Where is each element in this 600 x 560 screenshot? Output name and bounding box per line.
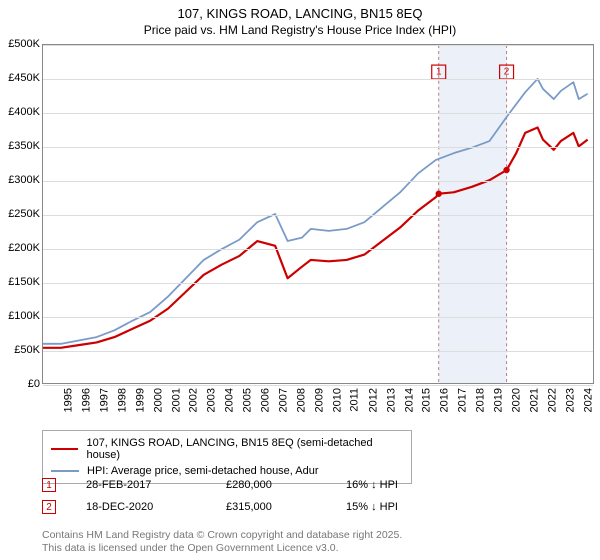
x-tick-label: 1999 — [134, 388, 146, 412]
sale-marker: 2 — [42, 500, 56, 514]
legend-label: HPI: Average price, semi-detached house,… — [87, 465, 319, 477]
chart-title-block: 107, KINGS ROAD, LANCING, BN15 8EQ Price… — [0, 0, 600, 39]
x-tick-label: 2016 — [439, 388, 451, 412]
sale-marker: 1 — [42, 478, 56, 492]
x-tick-label: 2009 — [313, 388, 325, 412]
x-tick-label: 2019 — [493, 388, 505, 412]
y-tick-label: £500K — [0, 38, 40, 50]
x-tick-label: 1998 — [116, 388, 128, 412]
footer-line1: Contains HM Land Registry data © Crown c… — [42, 529, 402, 543]
x-tick-label: 2005 — [242, 388, 254, 412]
y-tick-label: £250K — [0, 208, 40, 220]
x-tick-label: 2017 — [457, 388, 469, 412]
sale-price: £315,000 — [226, 501, 346, 513]
x-tick-label: 2010 — [331, 388, 343, 412]
svg-text:1: 1 — [436, 67, 442, 78]
x-tick-label: 2024 — [582, 388, 594, 412]
sale-delta: 15% ↓ HPI — [346, 501, 446, 513]
title-sub: Price paid vs. HM Land Registry's House … — [0, 23, 600, 37]
x-tick-label: 1995 — [62, 388, 74, 412]
x-tick-label: 2007 — [278, 388, 290, 412]
legend-item: 107, KINGS ROAD, LANCING, BN15 8EQ (semi… — [51, 435, 403, 463]
x-tick-label: 2021 — [528, 388, 540, 412]
y-tick-label: £300K — [0, 174, 40, 186]
x-tick-label: 2023 — [564, 388, 576, 412]
x-tick-label: 2015 — [421, 388, 433, 412]
footer-line2: This data is licensed under the Open Gov… — [42, 542, 402, 556]
x-tick-label: 1997 — [98, 388, 110, 412]
y-tick-label: £150K — [0, 276, 40, 288]
svg-text:2: 2 — [504, 67, 510, 78]
x-tick-label: 2013 — [385, 388, 397, 412]
x-tick-label: 1996 — [80, 388, 92, 412]
x-tick-label: 2004 — [224, 388, 236, 412]
x-axis-labels: 1995 1996 1997 1998 1999 2000 2001 2002 2003 2004… — [42, 388, 594, 426]
x-tick-label: 2001 — [170, 388, 182, 412]
x-tick-label: 2003 — [206, 388, 218, 412]
x-tick-label: 2006 — [260, 388, 272, 412]
x-tick-label: 2008 — [295, 388, 307, 412]
y-tick-label: £400K — [0, 106, 40, 118]
x-tick-label: 2000 — [152, 388, 164, 412]
y-tick-label: £450K — [0, 72, 40, 84]
title-main: 107, KINGS ROAD, LANCING, BN15 8EQ — [0, 6, 600, 21]
chart-plot-area: 12 — [42, 44, 594, 384]
sale-date: 28-FEB-2017 — [86, 479, 226, 491]
x-tick-label: 2011 — [348, 388, 360, 412]
x-tick-label: 2018 — [475, 388, 487, 412]
sale-row: 1 28-FEB-2017£280,00016% ↓ HPI — [42, 478, 582, 492]
y-tick-label: £50K — [0, 344, 40, 356]
x-tick-label: 2020 — [511, 388, 523, 412]
y-tick-label: £100K — [0, 310, 40, 322]
chart-svg: 12 — [43, 45, 593, 383]
y-tick-label: £0 — [0, 378, 40, 390]
legend-swatch — [51, 448, 78, 451]
x-tick-label: 2022 — [546, 388, 558, 412]
legend-box: 107, KINGS ROAD, LANCING, BN15 8EQ (semi… — [42, 430, 412, 484]
x-tick-label: 2012 — [367, 388, 379, 412]
legend-label: 107, KINGS ROAD, LANCING, BN15 8EQ (semi… — [86, 437, 403, 461]
sale-row: 2 18-DEC-2020£315,00015% ↓ HPI — [42, 500, 582, 514]
legend-item: HPI: Average price, semi-detached house,… — [51, 463, 403, 479]
sale-price: £280,000 — [226, 479, 346, 491]
x-tick-label: 2002 — [188, 388, 200, 412]
sale-date: 18-DEC-2020 — [86, 501, 226, 513]
x-tick-label: 2014 — [403, 388, 415, 412]
y-tick-label: £350K — [0, 140, 40, 152]
legend-swatch — [51, 470, 79, 472]
y-tick-label: £200K — [0, 242, 40, 254]
footer-attribution: Contains HM Land Registry data © Crown c… — [42, 529, 402, 556]
sale-delta: 16% ↓ HPI — [346, 479, 446, 491]
